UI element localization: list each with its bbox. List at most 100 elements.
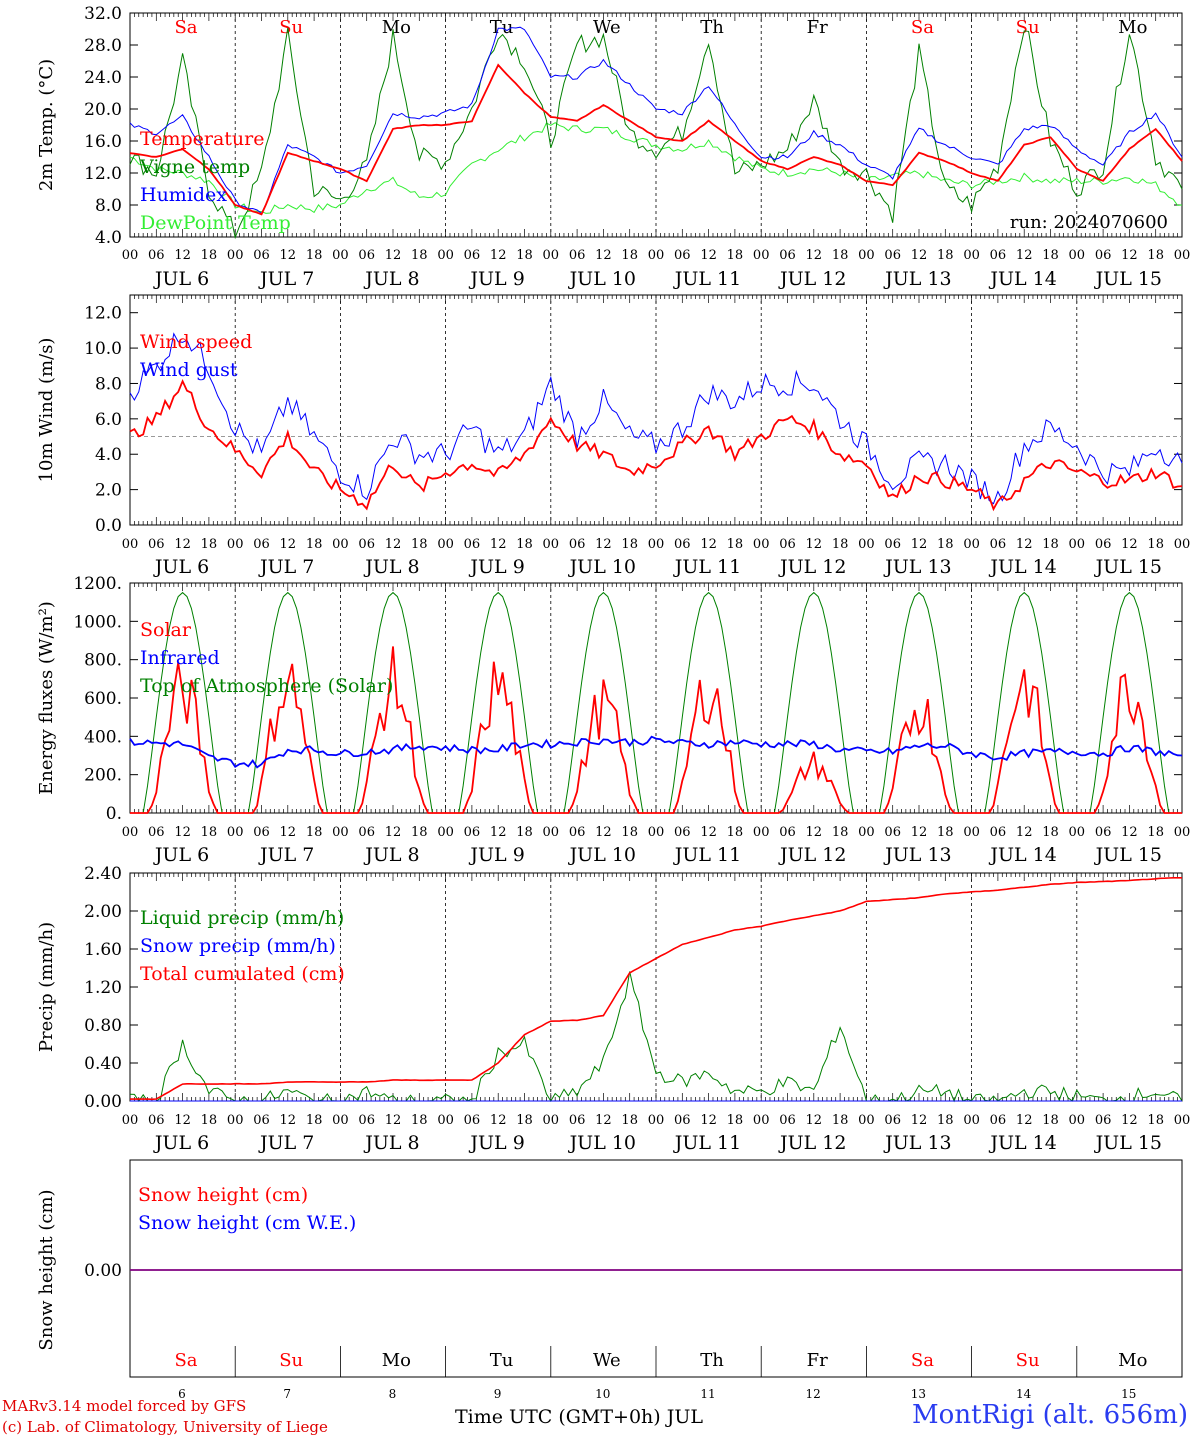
hour-tick-label: 06 [884, 537, 901, 552]
station-label: MontRigi (alt. 656m) [912, 1400, 1188, 1430]
y-tick-label: 16.0 [84, 132, 122, 152]
hour-tick-label: 12 [490, 1113, 507, 1128]
hour-tick-label: 18 [937, 825, 954, 840]
hour-tick-label: 18 [621, 537, 638, 552]
infrared-line [129, 735, 1183, 769]
y-tick-label: 12.0 [84, 164, 122, 184]
hour-tick-label: 00 [332, 537, 349, 552]
hour-tick-label: 06 [358, 248, 375, 263]
y-tick-label: 800. [84, 651, 122, 671]
hour-tick-label: 06 [464, 1113, 481, 1128]
hour-tick-label: 18 [516, 248, 533, 263]
day-number-label: 8 [389, 1387, 397, 1401]
date-label: JUL 7 [258, 556, 314, 578]
hour-tick-label: 18 [1042, 1113, 1059, 1128]
weekday-label: Fr [807, 17, 828, 38]
legend-entry: Total cumulated (cm) [140, 963, 345, 985]
date-label: JUL 9 [468, 556, 524, 578]
hour-tick-label: 06 [990, 537, 1007, 552]
hour-tick-label: 06 [358, 1113, 375, 1128]
date-label: JUL 8 [363, 1132, 419, 1154]
hour-tick-label: 06 [148, 1113, 165, 1128]
liquid-precip-line [129, 971, 1183, 1103]
y-tick-label: 8.0 [95, 196, 122, 216]
hour-tick-label: 18 [832, 248, 849, 263]
hour-tick-label: 18 [1147, 1113, 1164, 1128]
hour-tick-label: 00 [858, 825, 875, 840]
hour-tick-label: 18 [621, 248, 638, 263]
y-tick-label: 2.0 [95, 481, 122, 501]
weekday-label: Sa [174, 1350, 197, 1371]
hour-tick-label: 12 [174, 1113, 191, 1128]
y-tick-label: 32.0 [84, 4, 122, 24]
day-number-label: 9 [494, 1387, 502, 1401]
day-number-label: 15 [1121, 1387, 1136, 1401]
hour-tick-label: 06 [253, 825, 270, 840]
hour-tick-label: 12 [1016, 248, 1033, 263]
hour-tick-label: 18 [1147, 825, 1164, 840]
date-label: JUL 14 [988, 556, 1056, 578]
hour-tick-label: 18 [727, 537, 744, 552]
hour-tick-label: 12 [1016, 537, 1033, 552]
weekday-label: Su [1016, 17, 1040, 38]
hour-tick-label: 18 [832, 825, 849, 840]
hour-tick-label: 12 [806, 537, 823, 552]
legend-entry: Vigne temp [139, 156, 250, 178]
hour-tick-label: 00 [543, 248, 560, 263]
legend-entry: Wind gust [140, 359, 238, 381]
hour-tick-label: 18 [411, 1113, 428, 1128]
hour-tick-label: 06 [990, 825, 1007, 840]
hour-tick-label: 18 [1042, 248, 1059, 263]
hour-tick-label: 18 [306, 825, 323, 840]
hour-tick-label: 18 [516, 537, 533, 552]
date-label: JUL 12 [778, 1132, 846, 1154]
hour-tick-label: 00 [437, 248, 454, 263]
legend-entry: Snow precip (mm/h) [140, 935, 336, 957]
weekday-label: Mo [382, 1350, 411, 1371]
weekday-label: Tu [490, 17, 514, 38]
x-axis-title: Time UTC (GMT+0h) JUL [455, 1406, 703, 1428]
date-label: JUL 6 [153, 844, 209, 866]
hour-tick-label: 12 [595, 537, 612, 552]
hour-tick-label: 06 [148, 537, 165, 552]
y-axis-label: Precip (mm/h) [36, 922, 57, 1052]
date-label: JUL 6 [153, 268, 209, 290]
hour-tick-label: 06 [779, 537, 796, 552]
temp-panel-frame [129, 12, 1183, 238]
run-label: run: 2024070600 [1010, 212, 1168, 233]
hour-tick-label: 18 [621, 1113, 638, 1128]
wind-gust-line [129, 332, 1183, 505]
hour-tick-label: 18 [1042, 825, 1059, 840]
weekday-label: Su [279, 1350, 303, 1371]
hour-tick-label: 00 [437, 825, 454, 840]
legend-entry: Top of Atmosphere (Solar) [140, 675, 393, 697]
hour-tick-label: 12 [806, 1113, 823, 1128]
hour-tick-label: 12 [1016, 825, 1033, 840]
weekday-label: Th [700, 1350, 724, 1371]
hour-tick-label: 18 [1147, 248, 1164, 263]
weekday-label: Sa [911, 1350, 934, 1371]
weekday-label: Mo [382, 17, 411, 38]
hour-tick-label: 12 [280, 1113, 297, 1128]
hour-tick-label: 06 [253, 248, 270, 263]
solar-line [130, 646, 1182, 814]
humidex-line [129, 26, 1183, 215]
hour-tick-label: 18 [937, 537, 954, 552]
y-tick-label: 2.00 [84, 902, 122, 922]
date-label: JUL 14 [988, 1132, 1056, 1154]
hour-tick-label: 06 [569, 248, 586, 263]
y-tick-label: 12.0 [84, 304, 122, 324]
date-label: JUL 10 [568, 556, 636, 578]
hour-tick-label: 00 [332, 825, 349, 840]
weekday-label: Sa [911, 17, 934, 38]
hour-tick-label: 06 [779, 1113, 796, 1128]
hour-tick-label: 06 [464, 248, 481, 263]
hour-tick-label: 18 [201, 248, 218, 263]
weekday-label: Th [700, 17, 724, 38]
hour-tick-label: 12 [911, 825, 928, 840]
hour-tick-label: 18 [516, 1113, 533, 1128]
y-axis-label: Snow height (cm) [36, 1189, 57, 1350]
y-tick-label: 600. [84, 689, 122, 709]
y-tick-label: 1200. [73, 574, 122, 594]
